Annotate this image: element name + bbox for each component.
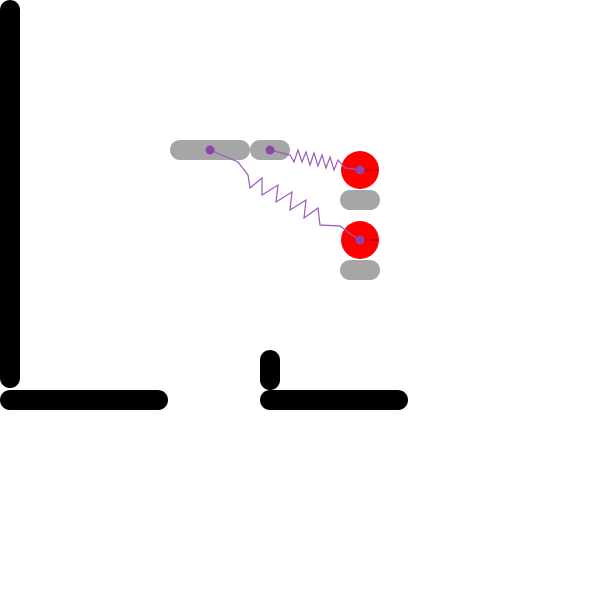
spring-lower <box>209 149 361 241</box>
springs <box>209 148 361 241</box>
pin-platform-long <box>205 145 215 155</box>
spring-upper <box>269 148 361 172</box>
pins <box>205 145 365 245</box>
pin-ball-lower <box>355 235 365 245</box>
pin-platform-short <box>265 145 275 155</box>
walls <box>0 0 408 410</box>
pin-ball-upper <box>355 165 365 175</box>
